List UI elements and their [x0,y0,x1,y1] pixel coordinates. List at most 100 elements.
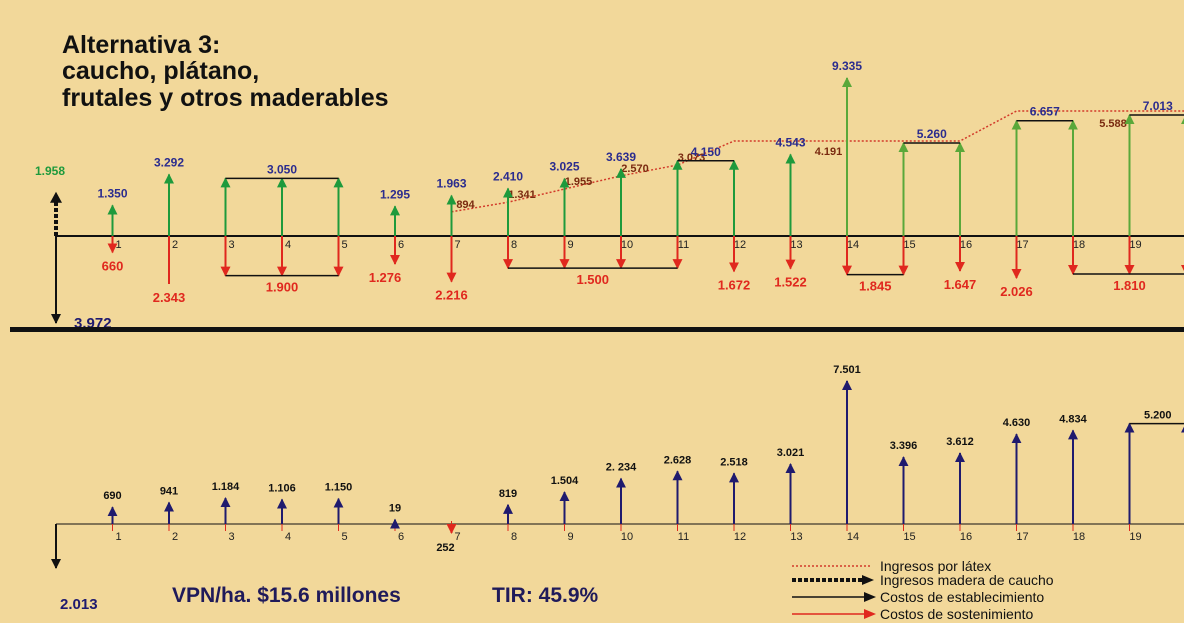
bottom-year-label: 4 [285,531,291,543]
income-label-year-8: 2.410 [493,170,523,184]
income-label-year-2: 3.292 [154,155,184,169]
top-year-label: 17 [1016,239,1028,251]
legend-latex-label: Ingresos por látex [880,558,991,574]
title-line-3: frutales y otros maderables [62,84,389,112]
bottom-year-label: 13 [790,531,802,543]
legend-wood-label: Ingresos madera de caucho [880,572,1054,588]
bottom-year-label: 19 [1129,531,1141,543]
top-year-label: 1 [115,239,121,251]
bottom-year-label: 6 [398,531,404,543]
income-group-label: 5.260 [917,127,947,141]
bottom-year-label: 8 [511,531,517,543]
bottom-year-label: 10 [621,531,633,543]
net-label-year-10: 2. 234 [606,462,637,474]
top-year-label: 5 [341,239,347,251]
cost-label-year-2: 2.343 [153,290,186,305]
income-label-year-6: 1.295 [380,187,410,201]
net-label-year-4: 1.106 [268,483,296,495]
latex-income-label: 1.341 [508,189,536,201]
net-label-year-6: 19 [389,503,401,515]
bottom-year-label: 17 [1016,531,1028,543]
top-year-label: 2 [172,239,178,251]
bottom-year-label: 5 [341,531,347,543]
income-label-year-1: 1.350 [97,186,127,200]
net-label-year-3: 1.184 [212,481,240,493]
bottom-year-label: 3 [228,531,234,543]
latex-income-line [451,110,1184,213]
cost-label-year-13: 1.522 [774,275,807,290]
income-label-year-7: 1.963 [436,177,466,191]
top-year-label: 11 [678,239,689,251]
net-cash-flow-chart: 1234567891011121314151617181920212.01369… [51,364,1184,613]
legend: Ingresos por látex Ingresos madera de ca… [792,558,1054,622]
cost-label-year-17: 2.026 [1000,284,1033,299]
net-label-year-13: 3.021 [777,447,805,459]
top-year-label: 18 [1073,239,1085,251]
cost-group-label: 1.845 [859,279,892,294]
income-label-year-10: 3.639 [606,150,636,164]
income-label-year-14: 9.335 [832,59,862,73]
top-year-label: 9 [567,239,573,251]
income-group-label: 7.013 [1143,99,1173,113]
top-year-label: 13 [790,239,802,251]
net-year0-label: 2.013 [60,596,98,613]
title-line-2: caucho, plátano, [62,57,259,85]
net-label-year-12: 2.518 [720,456,748,468]
top-year-label: 12 [734,239,746,251]
net-label-year-9: 1.504 [551,475,579,487]
net-label-year-16: 3.612 [946,436,974,448]
vpn-summary: VPN/ha. $15.6 millones [172,584,401,607]
net-label-year-11: 2.628 [664,454,692,466]
section-divider [10,327,1184,332]
net-label-year-7: 252 [436,542,454,554]
gross-cash-flow-chart: 1234567891011121314151617181920211.9583.… [35,59,1184,332]
bottom-year-label: 7 [454,531,460,543]
net-label-year-2: 941 [160,486,178,498]
cost-label-year-7: 2.216 [435,288,468,303]
top-year-label: 3 [228,239,234,251]
diagram-title: Alternativa 3: caucho, plátano, frutales… [62,31,389,112]
income-label-year-13: 4.543 [775,135,805,149]
net-label-year-5: 1.150 [325,482,353,494]
net-label-year-15: 3.396 [890,440,918,452]
latex-income-label: 894 [456,199,475,211]
cost-group-label: 1.900 [266,280,299,295]
top-year-label: 4 [285,239,291,251]
cost-label-year-16: 1.647 [944,277,977,292]
year0-wood-income-label: 1.958 [35,164,65,178]
top-year-label: 10 [621,239,633,251]
top-year-label: 6 [398,239,404,251]
income-group-label: 6.657 [1030,105,1060,119]
net-label-year-17: 4.630 [1003,417,1031,429]
cost-label-year-12: 1.672 [718,277,751,292]
net-label-year-14: 7.501 [833,364,861,376]
bottom-year-label: 11 [678,531,689,543]
top-year-label: 14 [847,239,859,251]
cost-label-year-1: 660 [102,258,124,273]
bottom-year-label: 16 [960,531,972,543]
year0-wood-income-arrowhead [50,191,62,203]
top-year-label: 19 [1129,239,1141,251]
cost-label-year-6: 1.276 [369,270,402,285]
income-group-label: 4.150 [691,145,721,159]
legend-maintenance-arrowhead [864,609,876,619]
net-label-year-1: 690 [103,490,121,502]
top-year-label: 15 [903,239,915,251]
latex-income-label: 5.588 [1099,118,1127,130]
bottom-year-label: 12 [734,531,746,543]
net-label-year-18: 4.834 [1059,413,1087,425]
legend-establishment-arrowhead [864,592,876,602]
bottom-year-label: 14 [847,531,859,543]
title-line-1: Alternativa 3: [62,31,220,59]
net-group-label: 5.200 [1144,410,1172,422]
bottom-year-label: 1 [115,531,121,543]
cost-group-label: 1.810 [1113,278,1146,293]
legend-wood-arrowhead [862,575,874,585]
latex-income-label: 2.570 [621,163,649,175]
latex-income-label: 1.955 [565,176,593,188]
legend-establishment-label: Costos de establecimiento [880,589,1044,605]
net-label-year-8: 819 [499,488,517,500]
bottom-year-label: 2 [172,531,178,543]
